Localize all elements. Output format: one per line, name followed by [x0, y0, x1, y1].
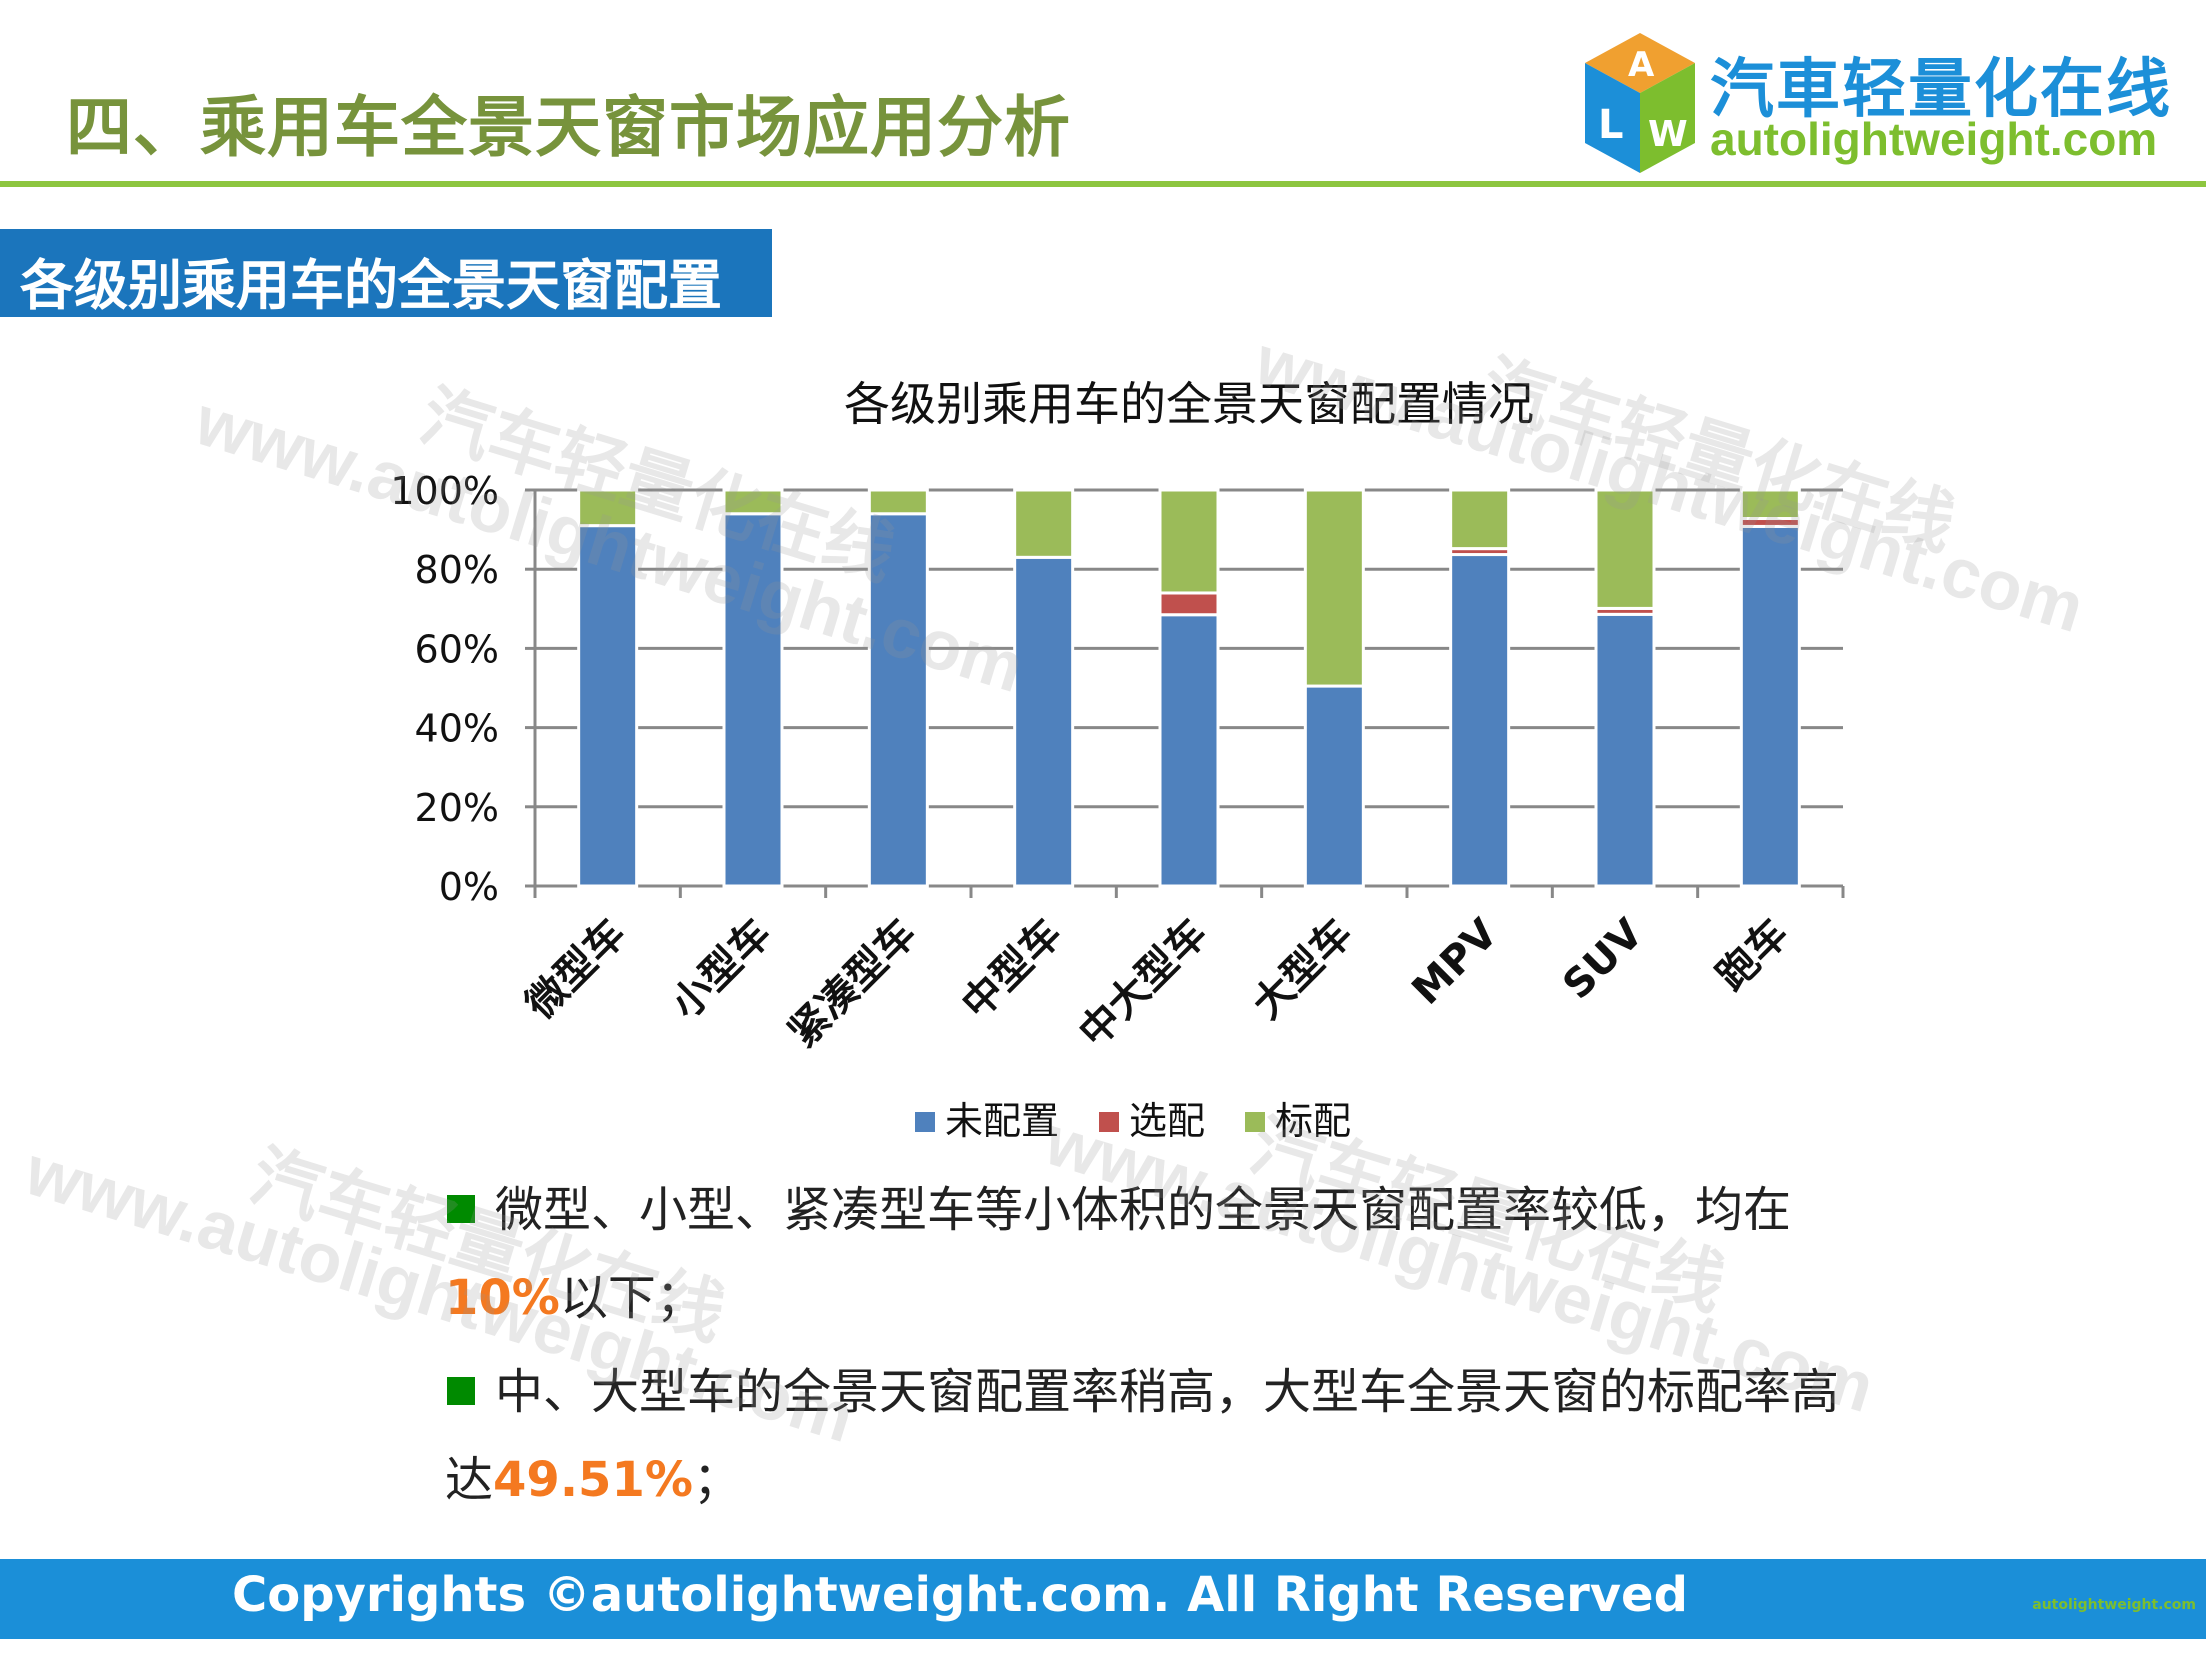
mini-logo: autolightweight.com [2032, 1597, 2196, 1613]
legend-label: 标配 [1275, 1099, 1351, 1143]
bullet-1: 微型、小型、紧凑型车等小体积的全景天窗配置率较低，均在 [447, 1170, 1791, 1240]
bullet-1-cont: 10%以下； [445, 1258, 704, 1328]
x-tick-label: SUV [1554, 911, 1652, 1009]
section-title: 各级别乘用车的全景天窗配置 [0, 229, 772, 317]
x-tick-label: 大型车 [1244, 911, 1361, 1028]
bullet-2-cont: 达49.51%； [445, 1440, 741, 1510]
bar-未配置 [1739, 524, 1801, 888]
page-title: 四、乘用车全景天窗市场应用分析 [66, 89, 1071, 166]
bullet-2: 中、大型车的全景天窗配置率稍高，大型车全景天窗的标配率高 [447, 1352, 1839, 1422]
legend-swatch [1245, 1112, 1265, 1132]
bullet-text: 中、大型车的全景天窗配置率稍高，大型车全景天窗的标配率高 [495, 1364, 1840, 1420]
bar-标配 [1739, 488, 1801, 521]
x-tick-label: 跑车 [1708, 911, 1797, 1000]
header-divider [0, 181, 2206, 187]
x-tick-label: 小型车 [663, 911, 780, 1028]
bullet-text: 以下； [559, 1270, 704, 1326]
x-tick-label: MPV [1403, 911, 1506, 1014]
bullet-text: ； [692, 1452, 741, 1508]
legend-label: 选配 [1129, 1099, 1205, 1143]
y-tick-label: 100% [390, 469, 499, 513]
svg-text:L: L [1598, 102, 1624, 148]
y-tick-label: 40% [415, 707, 499, 751]
bullet-text: 微型、小型、紧凑型车等小体积的全景天窗配置率较低，均在 [495, 1182, 1792, 1238]
bar-标配 [1158, 488, 1220, 595]
bar-选配 [1158, 591, 1220, 617]
logo-en: autolightweight.com [1710, 113, 2158, 165]
highlight: 10% [445, 1270, 560, 1326]
footer: Copyrights ©autolightweight.com. All Rig… [0, 1559, 2206, 1639]
logo-cube-icon: A L W [1585, 33, 1695, 173]
bar-标配 [1594, 488, 1656, 610]
bar-标配 [1449, 488, 1511, 551]
bar-标配 [867, 488, 929, 516]
bar-未配置 [1303, 684, 1365, 888]
bar-标配 [577, 488, 639, 528]
bar-未配置 [1594, 612, 1656, 888]
bar-标配 [1013, 488, 1075, 559]
bar-未配置 [1449, 553, 1511, 888]
bullet-square-icon [447, 1377, 475, 1405]
bar-未配置 [722, 512, 784, 888]
legend-label: 未配置 [945, 1099, 1059, 1143]
bar-未配置 [867, 512, 929, 888]
legend-swatch [1099, 1112, 1119, 1132]
chart-title: 各级别乘用车的全景天窗配置情况 [844, 377, 1534, 431]
bar-未配置 [1013, 555, 1075, 888]
x-tick-label: 中型车 [953, 911, 1070, 1028]
svg-text:A: A [1628, 45, 1655, 85]
y-tick-label: 0% [439, 865, 499, 909]
bar-未配置 [577, 524, 639, 888]
x-tick-label: 微型车 [517, 911, 635, 1029]
logo: A L W 汽車轻量化在线 autolightweight.com [1580, 28, 2180, 178]
y-tick-label: 20% [415, 786, 499, 830]
bar-未配置 [1158, 613, 1220, 888]
legend-swatch [915, 1112, 935, 1132]
svg-text:W: W [1648, 114, 1688, 155]
y-tick-label: 80% [415, 548, 499, 592]
x-tick-label: 中大型车 [1070, 911, 1216, 1057]
bar-标配 [722, 488, 784, 516]
bullet-square-icon [447, 1195, 475, 1223]
x-tick-label: 紧凑型车 [780, 911, 926, 1057]
y-tick-label: 60% [415, 627, 499, 671]
bullet-text: 达 [445, 1452, 494, 1508]
bar-标配 [1303, 488, 1365, 688]
copyright: Copyrights ©autolightweight.com. All Rig… [232, 1567, 1688, 1623]
highlight: 49.51% [493, 1452, 693, 1508]
logo-cn: 汽車轻量化在线 [1710, 53, 2172, 127]
